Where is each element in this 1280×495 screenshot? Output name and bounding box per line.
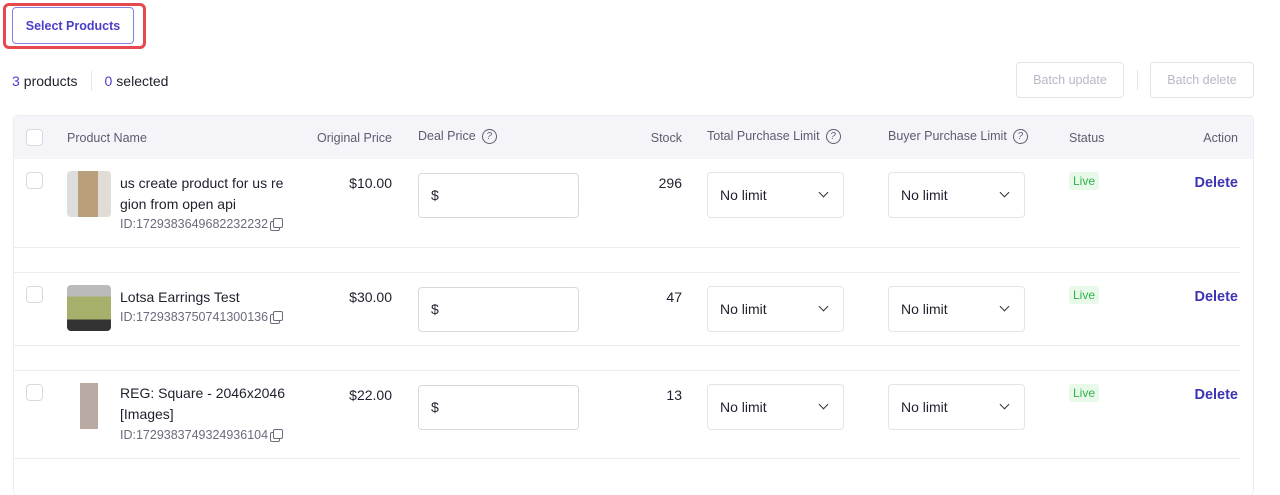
buyer-limit-select[interactable]: No limit bbox=[888, 384, 1025, 430]
table-row: us create product for us re gion from op… bbox=[14, 159, 1240, 248]
products-label: products bbox=[23, 73, 78, 89]
copy-icon[interactable] bbox=[273, 311, 284, 321]
product-id-wrap: ID:1729383649682232232 bbox=[120, 217, 284, 231]
total-limit-select[interactable]: No limit bbox=[707, 172, 844, 218]
copy-icon[interactable] bbox=[273, 218, 284, 228]
product-thumbnail bbox=[67, 285, 111, 331]
copy-icon[interactable] bbox=[273, 429, 284, 439]
original-price: $30.00 bbox=[349, 289, 392, 305]
row-spacer bbox=[14, 346, 1240, 371]
product-id: ID:1729383649682232232 bbox=[120, 217, 269, 231]
header-deal-price: Deal Price bbox=[418, 129, 476, 143]
stock: 47 bbox=[666, 289, 682, 305]
selected-label: selected bbox=[116, 73, 169, 89]
currency-prefix: $ bbox=[431, 301, 439, 317]
buyer-limit-select[interactable]: No limit bbox=[888, 286, 1025, 332]
product-name: Lotsa Earrings Test bbox=[120, 289, 240, 305]
delete-link[interactable]: Delete bbox=[1194, 175, 1238, 191]
select-all-checkbox[interactable] bbox=[26, 129, 43, 146]
header-total-limit: Total Purchase Limit bbox=[707, 129, 820, 143]
products-table: Product Name Original Price Deal Price? … bbox=[13, 115, 1254, 495]
selection-summary: 3 products 0 selected bbox=[12, 71, 168, 91]
product-thumbnail bbox=[67, 171, 111, 217]
total-limit-select[interactable]: No limit bbox=[707, 286, 844, 332]
product-id-wrap: ID:1729383749324936104 bbox=[120, 428, 284, 442]
stock: 13 bbox=[666, 387, 682, 403]
product-id-wrap: ID:1729383750741300136 bbox=[120, 310, 284, 324]
product-id: ID:1729383750741300136 bbox=[120, 310, 269, 324]
help-icon[interactable]: ? bbox=[1012, 129, 1028, 145]
chevron-down-icon bbox=[818, 399, 829, 410]
header-original-price: Original Price bbox=[316, 131, 392, 145]
help-icon[interactable]: ? bbox=[481, 129, 497, 145]
batch-delete-button[interactable]: Batch delete bbox=[1150, 62, 1254, 98]
chevron-down-icon bbox=[999, 187, 1010, 198]
header-buyer-limit: Buyer Purchase Limit bbox=[888, 129, 1007, 143]
divider bbox=[1137, 70, 1138, 90]
deal-price-input[interactable]: $ bbox=[418, 173, 579, 218]
currency-prefix: $ bbox=[431, 399, 439, 415]
total-limit-value: No limit bbox=[720, 399, 767, 415]
header-product-name: Product Name bbox=[67, 131, 147, 145]
row-spacer bbox=[14, 248, 1240, 273]
header-stock: Stock bbox=[650, 131, 682, 145]
table-header: Product Name Original Price Deal Price? … bbox=[14, 116, 1253, 159]
batch-update-button[interactable]: Batch update bbox=[1016, 62, 1124, 98]
divider bbox=[90, 71, 92, 91]
total-limit-value: No limit bbox=[720, 301, 767, 317]
selected-count: 0 bbox=[104, 73, 113, 89]
buyer-limit-select[interactable]: No limit bbox=[888, 172, 1025, 218]
deal-price-input[interactable]: $ bbox=[418, 385, 579, 430]
buyer-limit-value: No limit bbox=[901, 187, 948, 203]
buyer-limit-value: No limit bbox=[901, 301, 948, 317]
header-status: Status bbox=[1069, 131, 1105, 145]
product-name: us create product for us re gion from op… bbox=[120, 175, 284, 212]
chevron-down-icon bbox=[818, 301, 829, 312]
status-badge: Live bbox=[1069, 172, 1100, 190]
chevron-down-icon bbox=[818, 187, 829, 198]
original-price: $22.00 bbox=[349, 387, 392, 403]
buyer-limit-value: No limit bbox=[901, 399, 948, 415]
product-name: REG: Square - 2046x2046 [Images] bbox=[120, 385, 285, 422]
table-row: Lotsa Earrings Test ID:17293837507413001… bbox=[14, 273, 1240, 346]
total-limit-select[interactable]: No limit bbox=[707, 384, 844, 430]
header-action: Action bbox=[1203, 131, 1238, 145]
row-checkbox[interactable] bbox=[26, 172, 43, 189]
stock: 296 bbox=[658, 175, 682, 191]
chevron-down-icon bbox=[999, 399, 1010, 410]
original-price: $10.00 bbox=[349, 175, 392, 191]
table-row: REG: Square - 2046x2046 [Images] ID:1729… bbox=[14, 371, 1240, 459]
row-checkbox[interactable] bbox=[26, 384, 43, 401]
deal-price-input[interactable]: $ bbox=[418, 287, 579, 332]
status-badge: Live bbox=[1069, 384, 1100, 402]
currency-prefix: $ bbox=[431, 187, 439, 203]
chevron-down-icon bbox=[999, 301, 1010, 312]
row-checkbox[interactable] bbox=[26, 286, 43, 303]
help-icon[interactable]: ? bbox=[825, 129, 841, 145]
select-products-button[interactable]: Select Products bbox=[12, 7, 134, 44]
delete-link[interactable]: Delete bbox=[1194, 387, 1238, 403]
total-limit-value: No limit bbox=[720, 187, 767, 203]
product-thumbnail bbox=[67, 383, 111, 429]
status-badge: Live bbox=[1069, 286, 1100, 304]
product-count: 3 bbox=[12, 73, 20, 89]
delete-link[interactable]: Delete bbox=[1194, 289, 1238, 305]
highlight-box bbox=[3, 3, 146, 49]
product-id: ID:1729383749324936104 bbox=[120, 428, 269, 442]
